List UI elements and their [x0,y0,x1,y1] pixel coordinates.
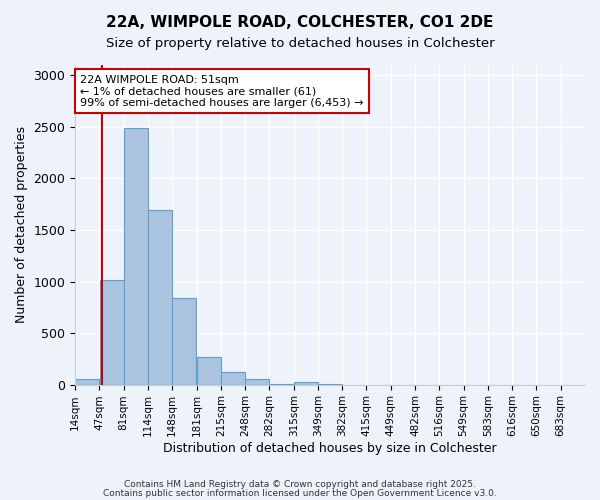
Text: Size of property relative to detached houses in Colchester: Size of property relative to detached ho… [106,38,494,51]
X-axis label: Distribution of detached houses by size in Colchester: Distribution of detached houses by size … [163,442,497,455]
Bar [100,280,124,384]
Text: 22A, WIMPOLE ROAD, COLCHESTER, CO1 2DE: 22A, WIMPOLE ROAD, COLCHESTER, CO1 2DE [106,15,494,30]
Bar [172,298,196,384]
Text: 22A WIMPOLE ROAD: 51sqm
← 1% of detached houses are smaller (61)
99% of semi-det: 22A WIMPOLE ROAD: 51sqm ← 1% of detached… [80,74,364,108]
Bar [76,380,99,384]
Bar [197,357,221,384]
Text: Contains HM Land Registry data © Crown copyright and database right 2025.: Contains HM Land Registry data © Crown c… [124,480,476,489]
Y-axis label: Number of detached properties: Number of detached properties [15,126,28,324]
Bar [148,210,172,384]
Bar [245,380,269,384]
Bar [124,128,148,384]
Text: Contains public sector information licensed under the Open Government Licence v3: Contains public sector information licen… [103,489,497,498]
Bar [294,382,318,384]
Bar [221,372,245,384]
